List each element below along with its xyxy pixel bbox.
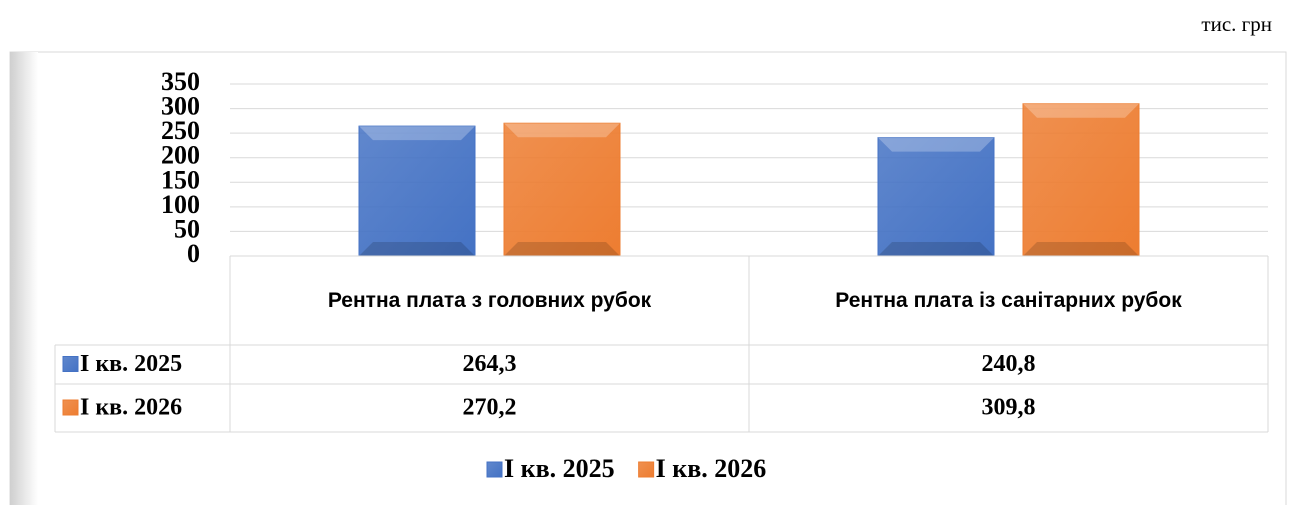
legend-key xyxy=(486,461,503,478)
bar-bevel xyxy=(359,126,475,141)
table-series-name: І кв. 2026 xyxy=(80,395,182,421)
frame-bevel xyxy=(10,52,38,505)
x-tick-label: Рентна плата з головних рубок xyxy=(327,288,652,312)
legend-key xyxy=(62,399,79,416)
bar-bevel xyxy=(878,137,994,152)
bar-bevel xyxy=(359,242,475,256)
bar xyxy=(358,125,476,257)
y-tick-label: 0 xyxy=(187,239,200,268)
legend-label: І кв. 2026 xyxy=(656,454,767,483)
y-tick-label: 100 xyxy=(161,190,200,219)
x-tick-label: Рентна плата із санітарних рубок xyxy=(835,288,1182,312)
bar xyxy=(503,122,621,257)
bar xyxy=(1022,103,1140,257)
table-value: 309,8 xyxy=(982,395,1036,421)
y-tick-label: 50 xyxy=(174,214,200,243)
y-tick-label: 350 xyxy=(161,67,200,96)
bar-bevel xyxy=(504,242,620,256)
y-tick-label: 300 xyxy=(161,92,200,121)
bar xyxy=(877,137,995,257)
legend-label: І кв. 2025 xyxy=(504,454,615,483)
bar-bevel xyxy=(1023,103,1139,118)
category-cell: Рентна плата з головних рубок xyxy=(327,288,652,312)
unit-label: тис. грн xyxy=(1201,12,1272,36)
table-value: 264,3 xyxy=(463,351,517,377)
bar-bevel xyxy=(1023,242,1139,256)
legend-key xyxy=(62,356,79,372)
bar-bevel xyxy=(878,242,994,256)
y-tick-label: 200 xyxy=(161,141,200,170)
table-value: 240,8 xyxy=(982,351,1036,377)
table-series-name: І кв. 2025 xyxy=(80,351,182,377)
y-tick-label: 250 xyxy=(161,116,200,145)
category-cell: Рентна плата із санітарних рубок xyxy=(835,288,1182,312)
table-value: 270,2 xyxy=(463,395,517,421)
bar-bevel xyxy=(504,123,620,138)
y-tick-label: 150 xyxy=(161,165,200,194)
legend-key xyxy=(638,461,655,478)
